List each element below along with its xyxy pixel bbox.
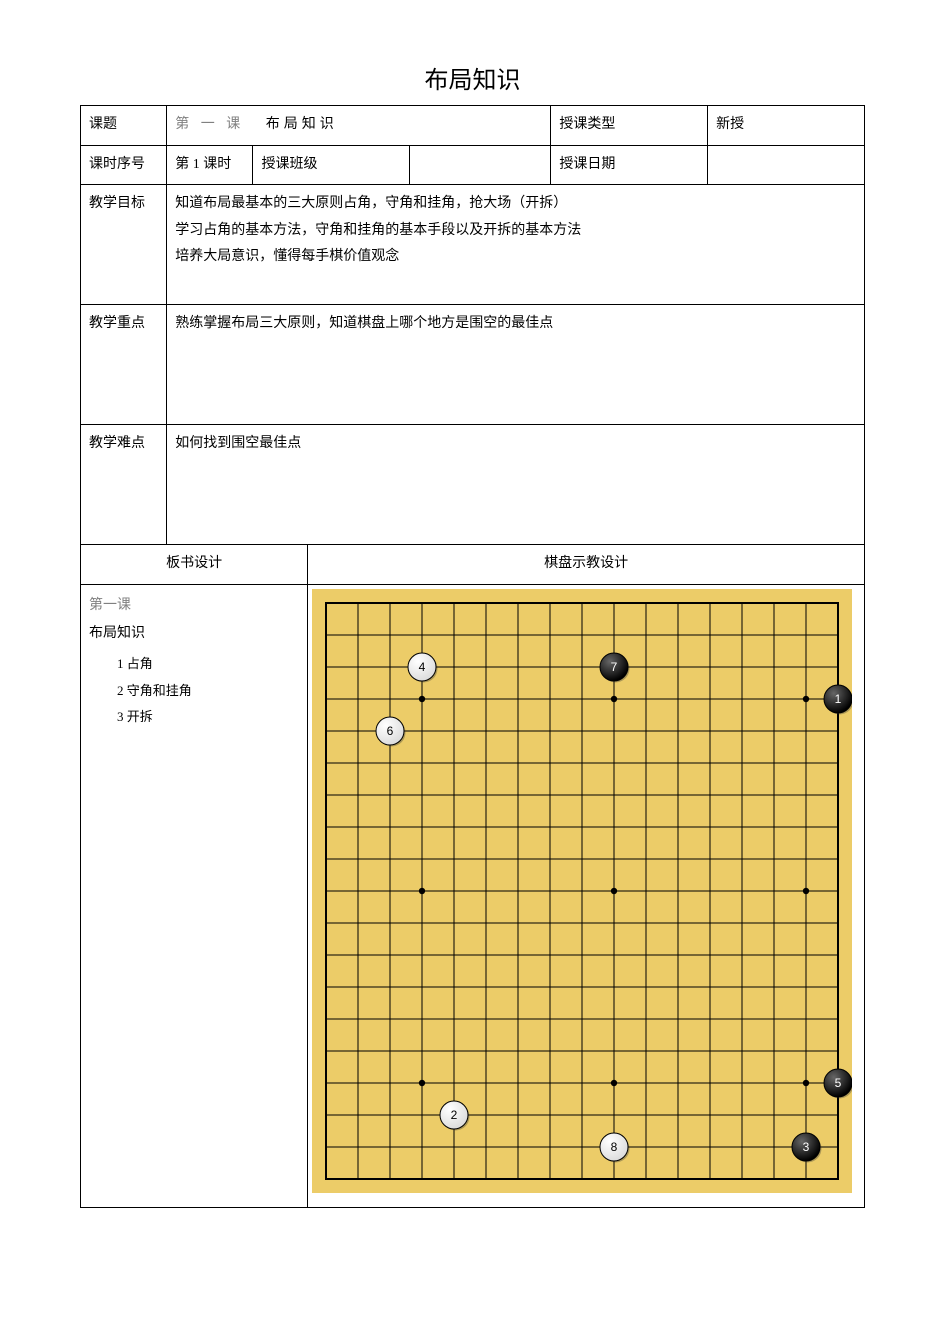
svg-text:6: 6 — [387, 724, 394, 738]
value-focus: 熟练掌握布局三大原则，知道棋盘上哪个地方是围空的最佳点 — [167, 305, 865, 425]
svg-text:3: 3 — [803, 1140, 810, 1154]
lesson-number: 第 一 课 — [175, 117, 244, 132]
board-writing-content: 第一课 布局知识 1 占角 2 守角和挂角 3 开拆 — [81, 584, 308, 1208]
svg-text:4: 4 — [419, 660, 426, 674]
value-type: 新授 — [708, 106, 865, 146]
page-title: 布局知识 — [80, 60, 865, 95]
row-topic: 课题 第 一 课 布局知识 授课类型 新授 — [81, 106, 865, 146]
svg-text:5: 5 — [835, 1076, 842, 1090]
row-difficulty: 教学难点 如何找到围空最佳点 — [81, 425, 865, 545]
board-demo-content: 1 2 3 4 5 6 7 8 — [308, 584, 865, 1208]
bw-lesson-number: 第一课 — [89, 593, 299, 620]
goal-line3: 培养大局意识，懂得每手棋价值观念 — [175, 244, 856, 271]
bw-item2: 2 守角和挂角 — [117, 679, 299, 704]
label-focus: 教学重点 — [81, 305, 167, 425]
label-difficulty: 教学难点 — [81, 425, 167, 545]
row-design-body: 第一课 布局知识 1 占角 2 守角和挂角 3 开拆 1 2 3 4 5 6 7 8 — [81, 584, 865, 1208]
value-difficulty: 如何找到围空最佳点 — [167, 425, 865, 545]
goal-line2: 学习占角的基本方法，守角和挂角的基本手段以及开拆的基本方法 — [175, 218, 856, 245]
lesson-table: 课题 第 一 课 布局知识 授课类型 新授 课时序号 第 1 课时 授课班级 授… — [80, 105, 865, 1208]
goal-line1: 知道布局最基本的三大原则占角，守角和挂角，抢大场（开拆） — [175, 191, 856, 218]
label-class: 授课班级 — [253, 145, 410, 185]
value-class — [410, 145, 551, 185]
bw-item3: 3 开拆 — [117, 705, 299, 730]
row-design-header: 板书设计 棋盘示教设计 — [81, 545, 865, 585]
value-goal: 知道布局最基本的三大原则占角，守角和挂角，抢大场（开拆） 学习占角的基本方法，守… — [167, 185, 865, 305]
go-board-diagram: 1 2 3 4 5 6 7 8 — [312, 589, 852, 1193]
bw-lesson-title: 布局知识 — [89, 621, 299, 648]
label-period: 课时序号 — [81, 145, 167, 185]
label-topic: 课题 — [81, 106, 167, 146]
row-focus: 教学重点 熟练掌握布局三大原则，知道棋盘上哪个地方是围空的最佳点 — [81, 305, 865, 425]
svg-text:8: 8 — [611, 1140, 618, 1154]
svg-text:1: 1 — [835, 692, 842, 706]
value-topic: 第 一 课 布局知识 — [167, 106, 551, 146]
label-board-writing: 板书设计 — [81, 545, 308, 585]
lesson-title: 布局知识 — [266, 117, 338, 132]
label-type: 授课类型 — [551, 106, 708, 146]
label-board-demo: 棋盘示教设计 — [308, 545, 865, 585]
row-period: 课时序号 第 1 课时 授课班级 授课日期 — [81, 145, 865, 185]
label-goal: 教学目标 — [81, 185, 167, 305]
label-date: 授课日期 — [551, 145, 708, 185]
svg-text:7: 7 — [611, 660, 618, 674]
row-goal: 教学目标 知道布局最基本的三大原则占角，守角和挂角，抢大场（开拆） 学习占角的基… — [81, 185, 865, 305]
bw-item1: 1 占角 — [117, 652, 299, 677]
value-period: 第 1 课时 — [167, 145, 253, 185]
value-date — [708, 145, 865, 185]
svg-text:2: 2 — [451, 1108, 458, 1122]
